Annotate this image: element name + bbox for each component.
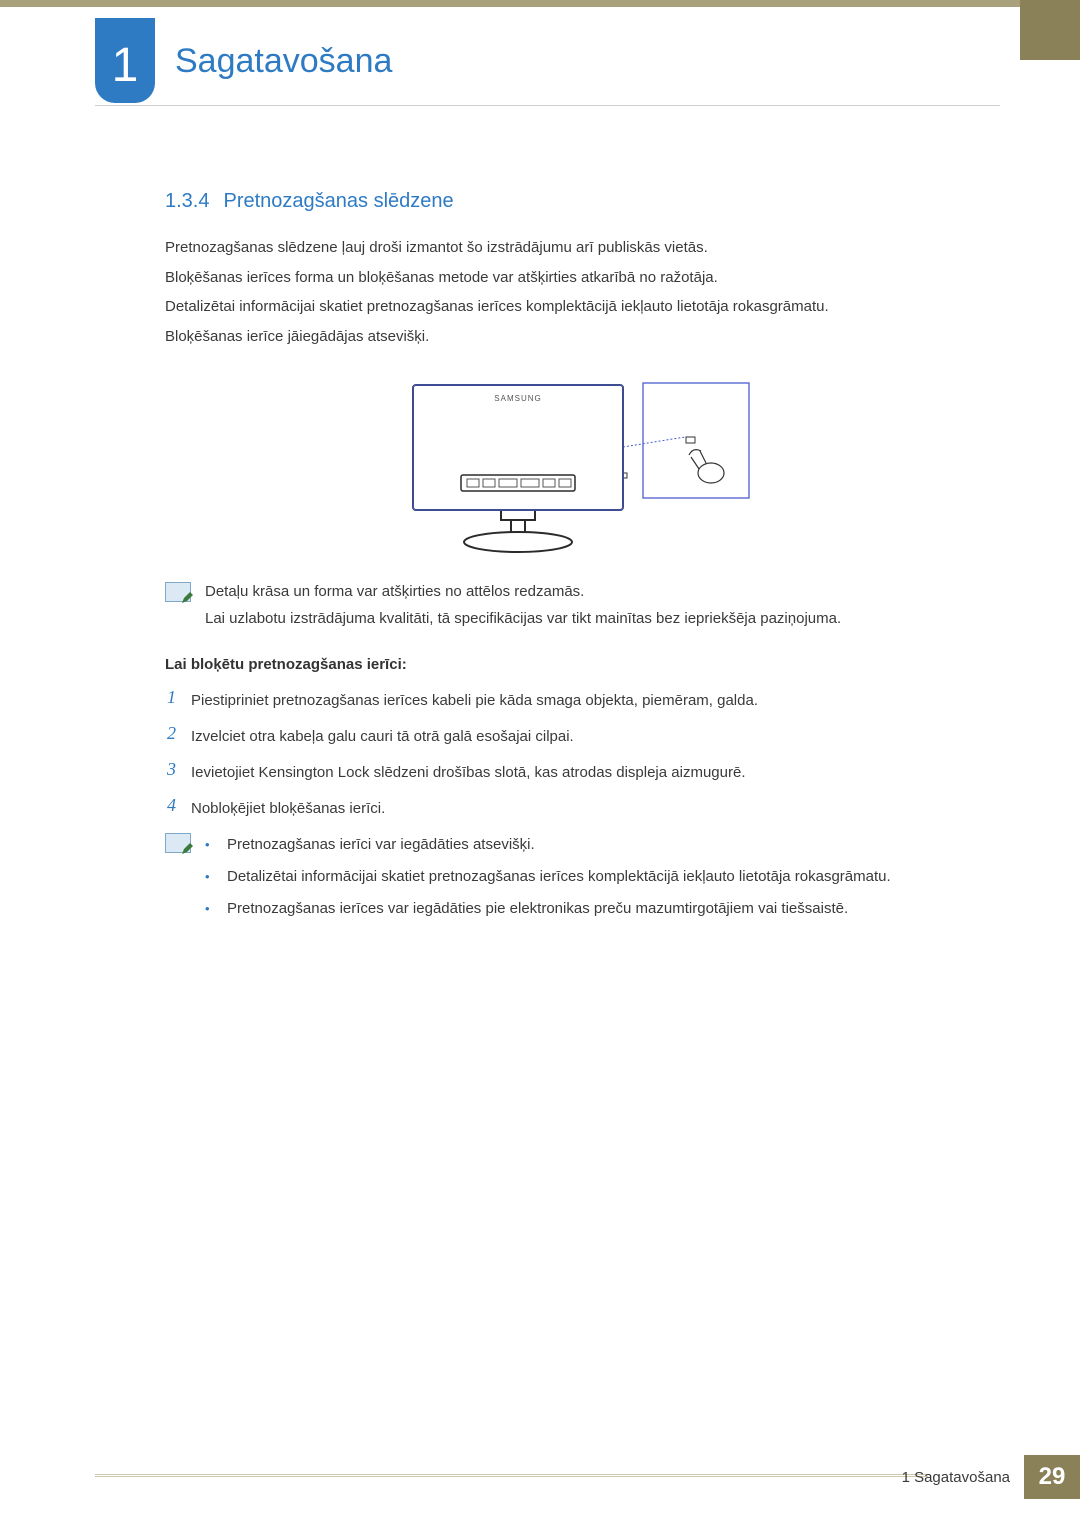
- note-body: Detaļu krāsa un forma var atšķirties no …: [205, 580, 980, 634]
- body-paragraph: Bloķēšanas ierīces forma un bloķēšanas m…: [165, 265, 980, 291]
- step-number: 4: [167, 795, 191, 816]
- page: 1 Sagatavošana 1.3.4 Pretnozagšanas slēdz…: [0, 0, 1080, 1527]
- step-number: 2: [167, 723, 191, 744]
- bullet-item: • Pretnozagšanas ierīci var iegādāties a…: [205, 833, 980, 857]
- step-number: 3: [167, 759, 191, 780]
- step-text: Izvelciet otra kabeļa galu cauri tā otrā…: [191, 723, 574, 749]
- section-number: 1.3.4: [165, 190, 209, 212]
- step-text: Piestipriniet pretnozagšanas ierīces kab…: [191, 687, 758, 713]
- bullet-item: • Pretnozagšanas ierīces var iegādāties …: [205, 897, 980, 921]
- footer-page-number: 29: [1024, 1455, 1080, 1499]
- bullet-text: Detalizētai informācijai skatiet pretnoz…: [227, 865, 891, 889]
- monitor-lock-diagram: SAMSUNG: [393, 377, 753, 557]
- section-heading: 1.3.4 Pretnozagšanas slēdzene: [165, 190, 980, 213]
- bullet-dot-icon: •: [205, 865, 227, 888]
- page-footer: 1 Sagatavošana 29: [902, 1455, 1080, 1499]
- section-title: Pretnozagšanas slēdzene: [223, 190, 453, 212]
- step-number: 1: [167, 687, 191, 708]
- chapter-number-badge: 1: [95, 18, 155, 103]
- step-text: Ievietojiet Kensington Lock slēdzeni dro…: [191, 759, 745, 785]
- header-rule: [95, 105, 1000, 106]
- note-icon: [165, 833, 191, 853]
- note-block: Detaļu krāsa un forma var atšķirties no …: [165, 580, 980, 634]
- step-text: Nobloķējiet bloķēšanas ierīci.: [191, 795, 385, 821]
- chapter-title: Sagatavošana: [175, 42, 392, 81]
- bullet-text: Pretnozagšanas ierīci var iegādāties ats…: [227, 833, 535, 857]
- step-item: 1 Piestipriniet pretnozagšanas ierīces k…: [167, 687, 980, 713]
- body-paragraph: Bloķēšanas ierīce jāiegādājas atsevišķi.: [165, 324, 980, 350]
- note-block: • Pretnozagšanas ierīci var iegādāties a…: [165, 831, 980, 929]
- procedure-heading: Lai bloķētu pretnozagšanas ierīci:: [165, 656, 980, 673]
- bullet-item: • Detalizētai informācijai skatiet pretn…: [205, 865, 980, 889]
- bullet-text: Pretnozagšanas ierīces var iegādāties pi…: [227, 897, 848, 921]
- footer-label: 1 Sagatavošana: [902, 1469, 1010, 1486]
- diagram-container: SAMSUNG: [165, 377, 980, 562]
- step-item: 4 Nobloķējiet bloķēšanas ierīci.: [167, 795, 980, 821]
- footer-rule: [95, 1474, 928, 1477]
- bullet-dot-icon: •: [205, 833, 227, 856]
- diagram-brand-label: SAMSUNG: [494, 394, 541, 403]
- step-item: 2 Izvelciet otra kabeļa galu cauri tā ot…: [167, 723, 980, 749]
- content-area: 1.3.4 Pretnozagšanas slēdzene Pretnozagša…: [165, 190, 980, 951]
- body-paragraph: Detalizētai informācijai skatiet pretnoz…: [165, 294, 980, 320]
- body-paragraph: Pretnozagšanas slēdzene ļauj droši izman…: [165, 235, 980, 261]
- note-line: Lai uzlabotu izstrādājuma kvalitāti, tā …: [205, 607, 980, 632]
- note-body: • Pretnozagšanas ierīci var iegādāties a…: [205, 833, 980, 929]
- bullet-dot-icon: •: [205, 897, 227, 920]
- step-item: 3 Ievietojiet Kensington Lock slēdzeni d…: [167, 759, 980, 785]
- note-line: Detaļu krāsa un forma var atšķirties no …: [205, 580, 980, 605]
- note-icon: [165, 582, 191, 602]
- steps-list: 1 Piestipriniet pretnozagšanas ierīces k…: [167, 687, 980, 821]
- page-header: 1 Sagatavošana: [0, 0, 1080, 120]
